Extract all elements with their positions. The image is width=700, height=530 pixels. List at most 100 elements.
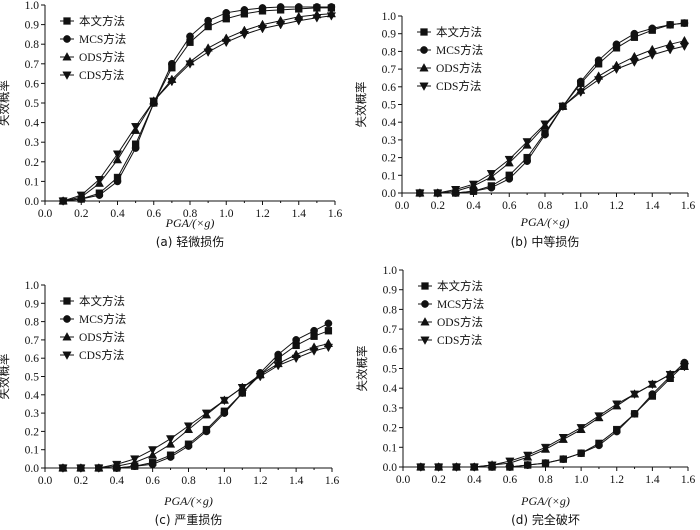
data-point bbox=[130, 455, 140, 464]
data-point bbox=[679, 363, 690, 372]
y-tick-label: 0.4 bbox=[25, 390, 40, 402]
data-point bbox=[647, 51, 657, 60]
data-point bbox=[679, 42, 690, 52]
legend-label: MCS方法 bbox=[437, 297, 484, 311]
series-line bbox=[63, 6, 332, 202]
data-point bbox=[113, 177, 122, 186]
y-tick-label: 0.1 bbox=[25, 445, 40, 457]
legend-label: CDS方法 bbox=[437, 333, 482, 347]
data-point bbox=[202, 427, 211, 436]
x-tick-label: 1.4 bbox=[289, 475, 304, 487]
legend-marker bbox=[420, 336, 430, 345]
legend: 本文方法 MCS方法 ODS方法 CDS方法 bbox=[418, 279, 484, 347]
legend-marker bbox=[63, 315, 71, 323]
panel-caption: (d) 完全破坏 bbox=[511, 512, 580, 527]
series-triangle-up bbox=[416, 361, 690, 471]
series-square bbox=[417, 360, 689, 471]
data-point bbox=[201, 409, 212, 419]
data-point bbox=[326, 12, 336, 21]
data-point bbox=[487, 461, 497, 470]
x-tick-label: 0.4 bbox=[110, 208, 125, 220]
data-point bbox=[416, 463, 426, 472]
y-axis-label: 失效概率 bbox=[0, 80, 11, 126]
data-point bbox=[665, 370, 675, 380]
y-tick-label: 0.6 bbox=[383, 344, 398, 356]
data-point bbox=[112, 150, 123, 159]
y-tick-label: 0.4 bbox=[383, 383, 398, 395]
data-point bbox=[204, 16, 212, 25]
data-point bbox=[220, 409, 229, 417]
data-point bbox=[576, 88, 586, 98]
data-point bbox=[647, 380, 657, 390]
data-point bbox=[276, 3, 285, 11]
legend-marker bbox=[62, 351, 72, 360]
y-tick-label: 0.2 bbox=[382, 153, 397, 165]
x-tick-label: 1.0 bbox=[574, 474, 589, 486]
data-point bbox=[294, 17, 304, 26]
y-tick-label: 0.4 bbox=[382, 117, 397, 129]
data-point bbox=[541, 459, 550, 467]
y-tick-label: 0.0 bbox=[383, 462, 398, 474]
chart-panel-3: 0.0 0.2 0.4 0.6 0.8 1.0 1.2 1.4 1.6 0.0 0.1 0.2 0.3 0… bbox=[0, 280, 339, 527]
x-tick-label: 0.6 bbox=[145, 475, 160, 487]
data-point bbox=[58, 197, 68, 206]
legend-label: 本文方法 bbox=[79, 294, 125, 308]
data-point bbox=[149, 97, 159, 106]
data-point bbox=[523, 157, 531, 165]
data-point bbox=[310, 326, 318, 335]
legend-marker bbox=[62, 71, 72, 80]
data-point bbox=[294, 3, 303, 11]
legend-label: 本文方法 bbox=[437, 279, 483, 293]
y-tick-label: 0.1 bbox=[383, 442, 398, 454]
x-tick-label: 1.0 bbox=[574, 200, 589, 212]
data-point bbox=[94, 464, 104, 473]
y-tick-label: 0.1 bbox=[382, 170, 397, 182]
y-tick-label: 0.5 bbox=[25, 98, 40, 110]
data-point bbox=[594, 56, 603, 65]
data-point bbox=[184, 442, 193, 450]
data-point bbox=[504, 155, 514, 165]
data-point bbox=[221, 38, 231, 48]
data-point bbox=[415, 189, 425, 198]
data-point bbox=[112, 154, 123, 164]
series-circle bbox=[416, 358, 689, 471]
y-tick-label: 0.0 bbox=[25, 463, 40, 475]
data-point bbox=[559, 455, 568, 463]
data-point bbox=[630, 409, 639, 418]
legend-label: ODS方法 bbox=[79, 330, 125, 344]
series-line bbox=[420, 362, 685, 468]
data-point bbox=[433, 189, 443, 198]
data-point bbox=[76, 464, 86, 473]
axes bbox=[44, 285, 332, 469]
series-line bbox=[420, 364, 685, 468]
legend-marker bbox=[420, 317, 430, 326]
data-point bbox=[95, 191, 104, 199]
x-tick-label: 1.2 bbox=[255, 208, 270, 220]
data-point bbox=[76, 191, 86, 201]
data-point bbox=[576, 424, 586, 433]
legend-label: CDS方法 bbox=[436, 79, 481, 93]
y-tick-label: 0.9 bbox=[25, 298, 40, 310]
legend: 本文方法 MCS方法 ODS方法 CDS方法 bbox=[60, 294, 126, 362]
y-tick-label: 0.9 bbox=[25, 20, 40, 32]
x-tick-label: 1.0 bbox=[217, 475, 232, 487]
data-point bbox=[486, 170, 496, 179]
data-point bbox=[505, 174, 514, 183]
data-point bbox=[186, 32, 194, 41]
y-tick-label: 0.2 bbox=[383, 423, 398, 435]
data-point bbox=[576, 77, 585, 86]
data-point bbox=[324, 319, 333, 328]
x-tick-label: 0.2 bbox=[431, 474, 446, 486]
y-axis-label: 失效概率 bbox=[354, 82, 368, 128]
legend-marker bbox=[420, 28, 428, 36]
x-tick-label: 1.4 bbox=[292, 208, 307, 220]
x-tick-label: 0.4 bbox=[466, 200, 481, 212]
y-tick-label: 1.0 bbox=[25, 280, 40, 292]
series-line bbox=[420, 366, 685, 468]
x-tick-label: 0.8 bbox=[183, 208, 198, 220]
data-point bbox=[540, 443, 551, 453]
data-point bbox=[540, 120, 550, 129]
x-tick-label: 0.8 bbox=[538, 200, 553, 212]
data-point bbox=[167, 77, 177, 87]
